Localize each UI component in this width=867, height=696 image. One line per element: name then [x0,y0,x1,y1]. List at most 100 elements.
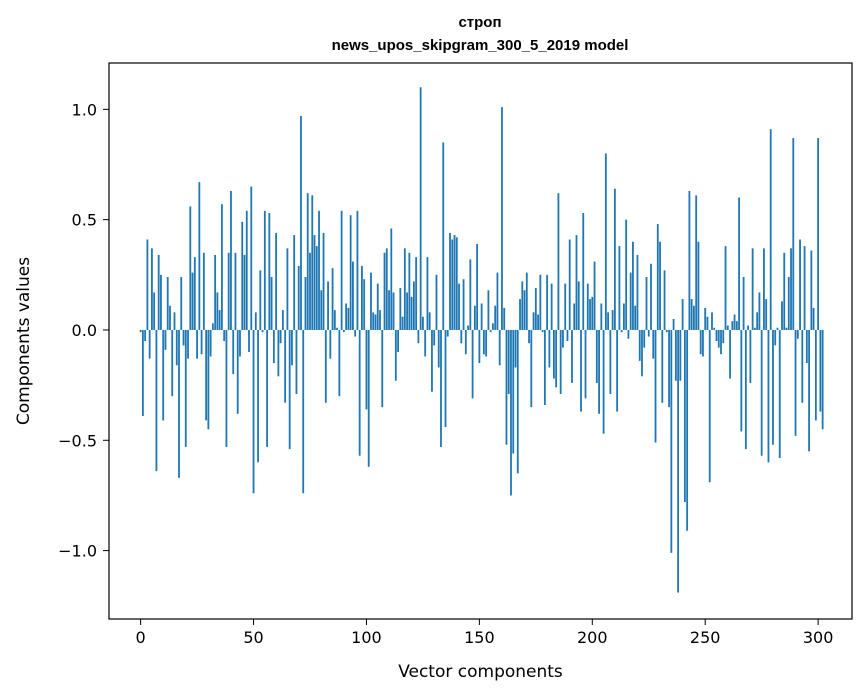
bar-287 [787,277,790,330]
bar-87 [336,327,338,330]
bar-111 [390,228,393,330]
bar-83 [327,281,329,330]
bar-110 [388,290,390,330]
bar-38 [225,329,228,447]
bar-190 [568,239,571,330]
bar-169 [521,281,524,330]
bar-163 [507,329,510,394]
bar-160 [501,107,503,330]
bar-26 [198,182,201,330]
bar-188 [564,283,567,330]
bar-117 [403,248,406,330]
bar-221 [638,329,641,361]
bar-248 [699,329,702,355]
bar-179 [543,329,546,405]
bar-272 [753,327,756,330]
bar-104 [374,314,377,330]
x-tick-label-300: 300 [803,628,834,647]
bar-45 [241,221,244,330]
bar-11 [164,329,167,350]
bar-121 [412,281,415,330]
bar-155 [489,329,492,333]
bar-210 [613,188,616,330]
bar-137 [449,232,451,330]
bar-162 [505,329,508,445]
bar-234 [668,329,670,408]
bar-18 [180,277,183,330]
bar-278 [767,329,770,463]
bar-62 [279,329,282,344]
bar-132 [437,329,440,368]
bar-276 [763,248,765,330]
bar-260 [726,325,729,330]
bar-172 [528,329,530,344]
bar-195 [580,329,582,412]
bar-105 [376,283,379,330]
bar-122 [415,257,418,330]
bar-36 [221,204,223,330]
bar-145 [467,325,469,330]
bar-236 [672,318,675,330]
bar-139 [453,235,456,330]
bar-225 [647,329,650,337]
bar-244 [690,299,693,330]
bar-270 [749,329,752,383]
bar-247 [697,241,700,330]
bar-213 [620,329,623,333]
bar-120 [410,296,413,330]
bar-39 [227,252,230,330]
x-tick-label-100: 100 [351,628,382,647]
bar-1 [141,329,144,417]
bar-170 [523,290,526,330]
bar-68 [293,235,296,330]
bar-199 [589,299,591,330]
bar-88 [338,329,341,397]
bar-46 [243,254,246,330]
chart-title-line-2: news_upos_skipgram_300_5_2019 model [332,37,629,54]
bar-28 [202,252,205,330]
bar-259 [724,246,727,330]
bar-144 [464,329,467,355]
bar-10 [162,329,165,421]
bar-288 [790,248,792,330]
bar-94 [352,261,354,330]
bar-265 [738,197,740,330]
bar-193 [575,235,578,330]
bar-128 [428,312,431,330]
bar-6 [153,292,156,330]
bar-41 [232,329,235,375]
bar-198 [586,283,589,330]
bar-189 [566,329,569,341]
bar-119 [408,252,411,330]
bar-52 [257,329,259,463]
bar-99 [363,279,366,330]
bar-257 [720,329,722,355]
bar-224 [645,277,648,330]
bar-42 [234,252,237,330]
bar-192 [573,303,576,330]
bar-212 [618,246,621,330]
bar-78 [315,246,318,330]
bar-55 [263,210,266,330]
x-tick-label-150: 150 [464,628,495,647]
bar-268 [744,329,747,450]
bar-289 [792,138,795,330]
bar-27 [200,329,203,355]
bar-140 [455,237,458,330]
bar-264 [735,321,738,330]
bar-206 [604,153,607,330]
bar-208 [609,329,612,394]
bar-80 [320,290,323,330]
bar-138 [451,239,454,330]
bar-156 [492,323,494,330]
bar-118 [406,292,409,330]
bar-209 [611,310,614,330]
bar-166 [514,329,517,368]
bar-133 [440,329,442,447]
bar-92 [347,307,350,330]
bar-285 [783,252,786,330]
bar-218 [632,241,634,330]
bar-217 [629,272,632,330]
bar-246 [695,195,698,330]
bar-263 [733,314,736,330]
